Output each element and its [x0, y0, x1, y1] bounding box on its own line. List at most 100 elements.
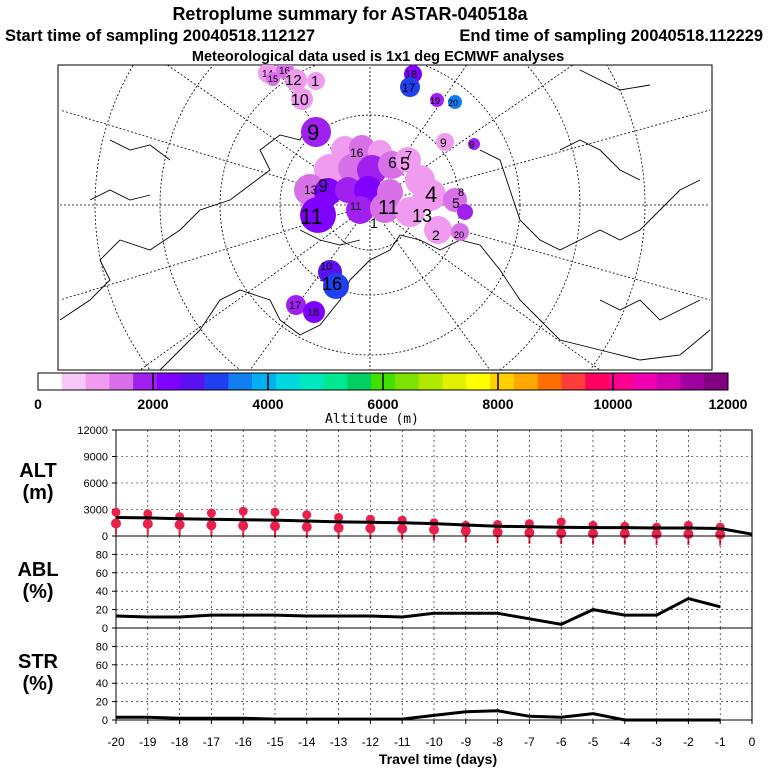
svg-text:18: 18	[307, 307, 319, 319]
altitude-marker	[111, 507, 121, 517]
plume-point: 5	[400, 154, 410, 174]
svg-text:9: 9	[469, 140, 475, 151]
plume-point: 17	[400, 77, 420, 97]
plume-point: 12	[285, 69, 307, 91]
colorbar-swatch	[61, 373, 86, 390]
altitude-marker	[174, 519, 185, 530]
panel-ylabel: ALT	[19, 460, 56, 482]
y-tick-label: 60	[96, 660, 108, 672]
svg-text:2: 2	[432, 227, 440, 243]
y-tick-label: 80	[96, 549, 108, 561]
colorbar-tick-label: 4000	[252, 396, 283, 412]
altitude-marker	[651, 529, 662, 540]
colorbar-swatch	[537, 373, 562, 390]
altitude-marker	[683, 529, 694, 540]
x-tick-label: -4	[619, 735, 630, 749]
panel-abl: 80 60 40 20 0 ABL(%)	[17, 535, 753, 635]
colorbar-swatch	[394, 373, 419, 390]
plume-point: 5	[452, 195, 460, 211]
x-tick-label: -7	[524, 735, 535, 749]
altitude-marker	[143, 509, 153, 519]
plume-point: 9	[436, 133, 454, 151]
colorbar-tick-label: 2000	[137, 396, 168, 412]
svg-text:19: 19	[430, 96, 440, 106]
y-tick-label: 20	[96, 605, 108, 617]
plume-point: 1	[370, 215, 378, 231]
end-time-label: End time of sampling 20040518.112229	[459, 27, 763, 45]
colorbar-swatch	[490, 373, 515, 390]
plume-point: 9	[301, 117, 331, 147]
plume-point: 15	[266, 72, 280, 86]
y-tick-label: 60	[96, 568, 108, 580]
colorbar-swatch	[418, 373, 443, 390]
colorbar-swatch	[204, 373, 229, 390]
plume-point: 10	[291, 88, 313, 110]
svg-text:9: 9	[307, 120, 319, 145]
altitude-marker	[270, 507, 280, 517]
y-tick-label: 20	[96, 697, 108, 709]
x-tick-label: -20	[107, 735, 125, 749]
plume-points: 1 4 16 15 12 1 10 18 17 19 20 9 9 9	[258, 65, 480, 323]
plume-point: 10	[320, 261, 332, 273]
altitude-marker	[524, 527, 535, 538]
panel-ylabel: STR	[18, 651, 59, 673]
colorbar-tick-label: 8000	[482, 396, 513, 412]
plume-point: 17	[286, 295, 306, 315]
svg-text:16: 16	[322, 274, 342, 294]
colorbar-swatch	[323, 373, 348, 390]
altitude-marker	[397, 523, 408, 534]
colorbar-tick-label: 6000	[367, 396, 398, 412]
svg-text:15: 15	[268, 74, 278, 84]
colorbar-swatch	[109, 373, 134, 390]
x-tick-label: -15	[266, 735, 284, 749]
colorbar-swatch	[299, 373, 324, 390]
svg-text:9: 9	[440, 136, 447, 150]
svg-text:16: 16	[279, 66, 291, 77]
svg-text:17: 17	[289, 300, 301, 312]
x-tick-label: -16	[235, 735, 253, 749]
timeseries-panels: 120009000600030000ALT(m)806040200ABL(%)8…	[17, 425, 755, 749]
svg-text:20: 20	[448, 98, 458, 108]
plume-point: 16	[318, 260, 349, 299]
plume-point: 20	[454, 230, 464, 240]
colorbar-swatch	[180, 373, 205, 390]
altitude-marker	[301, 521, 312, 532]
x-tick-label: -14	[298, 735, 316, 749]
map-content: 1 4 16 15 12 1 10 18 17 19 20 9 9 9	[59, 65, 711, 370]
y-tick-label: 40	[96, 586, 108, 598]
x-tick-label: -8	[492, 735, 503, 749]
svg-text:4: 4	[425, 182, 437, 207]
x-tick-label: -9	[460, 735, 471, 749]
colorbar-tick-label: 12000	[709, 396, 748, 412]
colorbar-swatch	[680, 373, 705, 390]
altitude-marker	[238, 520, 249, 531]
colorbar-swatch	[442, 373, 467, 390]
colorbar-ticks: 0 2000 4000 6000 8000 10000 12000	[34, 373, 748, 412]
plume-point: 11	[350, 201, 361, 213]
svg-text:13: 13	[412, 206, 432, 226]
colorbar-swatch	[252, 373, 277, 390]
colorbar-swatch	[466, 373, 491, 390]
svg-text:12: 12	[285, 72, 302, 89]
svg-text:8: 8	[458, 187, 464, 199]
y-tick-label: 6000	[84, 478, 108, 490]
y-tick-label: 12000	[77, 425, 108, 437]
x-tick-label: -12	[362, 735, 380, 749]
colorbar-swatch	[275, 373, 301, 390]
colorbar-tick-label: 0	[34, 396, 42, 412]
altitude-marker	[492, 527, 503, 538]
altitude-marker	[715, 529, 726, 540]
altitude-marker	[460, 525, 471, 536]
plume-point: 11	[378, 197, 399, 219]
svg-text:16: 16	[350, 146, 364, 160]
svg-text:11: 11	[300, 204, 323, 229]
y-tick-label: 9000	[84, 452, 108, 464]
svg-text:11: 11	[350, 201, 361, 213]
series-line-abl	[115, 597, 721, 626]
colorbar-tick-label: 10000	[594, 396, 633, 412]
met-data-label: Meteorological data used is 1x1 deg ECMW…	[192, 49, 564, 65]
x-tick-label: -11	[394, 735, 411, 749]
plume-point: 1	[307, 72, 325, 90]
plume-point: 2	[432, 227, 440, 243]
y-tick-label: 3000	[84, 505, 108, 517]
